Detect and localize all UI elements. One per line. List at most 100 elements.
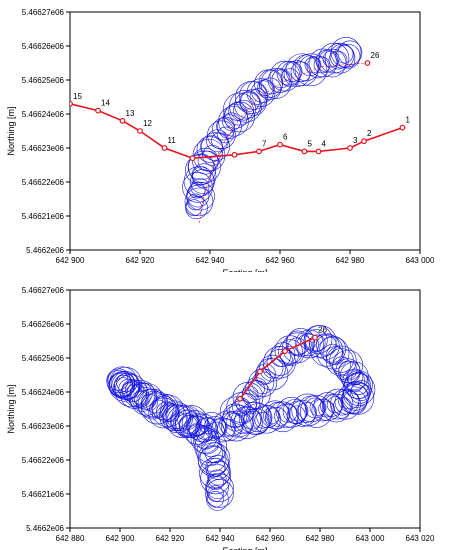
point-label: 12 [143,119,152,128]
error-circle [300,333,317,350]
track-point [364,60,371,66]
error-circle [287,400,309,422]
x-tick-label: 642 900 [106,534,135,543]
track-point [312,334,318,341]
y-tick-label: 5.46622e06 [22,178,65,187]
track-point [119,117,126,124]
error-circle [318,400,335,418]
error-circle [149,399,168,419]
error-circle [177,409,199,430]
x-tick-label: 642 940 [206,534,235,543]
x-axis-label: Easting [m] [222,546,267,550]
error-circle [222,403,248,429]
error-circle [248,368,278,398]
error-circle [197,412,226,441]
error-circle [108,370,140,402]
error-circle [271,69,291,89]
error-circle [254,69,283,99]
error-circle [140,391,174,425]
error-circle [322,388,354,420]
x-tick-label: 642 940 [196,256,225,265]
y-tick-label: 5.46626e06 [22,320,65,329]
error-circle [199,417,217,434]
error-circle [166,405,200,438]
error-circle [239,91,260,112]
error-circle [243,403,273,432]
error-circle [182,172,213,203]
error-circle [181,410,209,437]
error-circle [207,491,224,508]
error-circle [260,68,292,99]
track-point [399,124,406,131]
error-circle [206,476,229,499]
error-circle [295,329,324,359]
y-axis-label: Northing [m] [6,384,16,433]
error-circle [233,99,254,121]
error-circle [217,126,234,144]
error-circle [321,393,351,423]
y-tick-label: 5.46625e06 [22,76,65,85]
track-point [137,128,143,134]
point-label: 2 [367,129,372,138]
error-circle [203,416,227,439]
error-circle [228,102,247,121]
error-circle [330,36,362,68]
x-tick-label: 642 920 [156,534,185,543]
error-circle [220,410,252,442]
plot-frame [69,11,421,251]
point-label: 1 [406,116,411,125]
bottom-chart: 642 880 642 900 642 920 642 940 642 960 642 9… [6,286,435,550]
error-circle [316,335,337,356]
error-circle [310,333,343,367]
error-circle [175,405,208,438]
error-circle [188,181,206,199]
track-line [239,336,316,400]
error-circle [188,150,221,184]
point-label: 6 [283,133,288,142]
error-circle [107,370,129,391]
error-circle [130,382,163,416]
error-circle [296,333,320,357]
error-circle [161,403,181,423]
error-circle [183,166,215,197]
error-circle [325,345,357,377]
error-circle [283,60,311,88]
error-circle [263,346,296,379]
error-circle [346,372,370,395]
error-circle [151,395,177,421]
point-label: 15 [73,92,82,101]
error-circle [313,392,343,421]
error-circle [207,120,236,150]
point-label: 14 [101,99,110,108]
track-point [95,107,101,114]
error-circle [221,404,255,438]
point-label: 13 [126,109,135,118]
error-circle [204,442,226,463]
track-point [189,155,196,162]
y-tick-label: 5.46624e06 [22,388,65,397]
error-circle [257,79,274,97]
x-tick-label: 642 920 [126,256,155,265]
error-circle [134,386,157,410]
error-circle [159,402,179,422]
y-tick-label: 5.46627e06 [22,8,65,17]
error-circle [241,408,262,430]
track-point [361,138,367,145]
track-point [347,145,353,151]
error-circle [234,91,261,119]
y-tick-label: 5.46621e06 [22,490,65,499]
error-circle [246,78,276,107]
error-circle [294,53,328,87]
point-label: 5 [308,139,313,148]
error-circle [263,407,280,425]
error-circle [122,382,139,399]
point-label: 4 [322,139,327,148]
y-tick-label: 5.46624e06 [22,110,65,119]
error-circle [341,382,375,415]
error-circle [285,330,311,356]
error-circle [346,368,364,386]
error-circle [191,163,217,189]
error-circle [309,399,327,416]
